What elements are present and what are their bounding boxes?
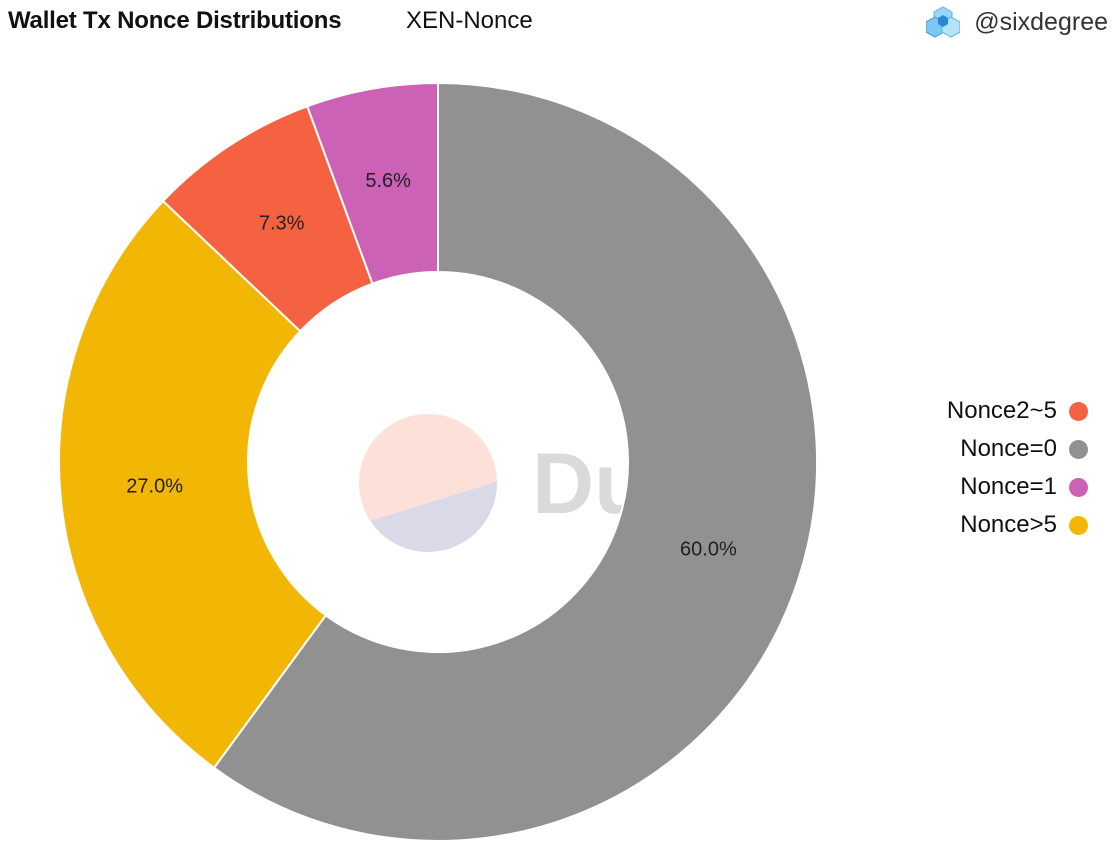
- legend-item[interactable]: Nonce2~5: [947, 392, 1088, 430]
- slice-label: 5.6%: [365, 170, 411, 192]
- dune-logo-bottom: [370, 481, 497, 553]
- slice-nonce-0[interactable]: [212, 81, 818, 842]
- chart-title: Wallet Tx Nonce Distributions: [8, 7, 342, 34]
- slice-labels: 60.0% 27.0% 7.3% 5.6%: [126, 170, 737, 561]
- legend-dot: [1069, 515, 1088, 535]
- legend-label: Nonce=0: [960, 435, 1057, 462]
- legend-label: Nonce=1: [960, 473, 1057, 500]
- slices: [58, 81, 818, 842]
- legend-item[interactable]: Nonce=1: [947, 468, 1088, 506]
- chart-subtitle: XEN-Nonce: [406, 7, 533, 34]
- legend-dot: [1069, 439, 1088, 459]
- slice-nonce-1[interactable]: [305, 81, 439, 285]
- attribution[interactable]: @sixdegree: [926, 4, 1108, 40]
- dune-logo-top: [359, 414, 497, 521]
- attribution-handle: @sixdegree: [974, 7, 1108, 36]
- legend-item[interactable]: Nonce>5: [947, 506, 1088, 544]
- slice-label: 27.0%: [126, 476, 183, 498]
- slice-nonce-5[interactable]: [58, 199, 328, 770]
- legend: Nonce2~5 Nonce=0 Nonce=1 Nonce>5: [947, 392, 1088, 544]
- cube-cluster-icon: [926, 6, 961, 38]
- slice-label: 60.0%: [680, 539, 737, 561]
- chart-header: Wallet Tx Nonce Distributions XEN-Nonce …: [8, 4, 1108, 40]
- legend-label: Nonce>5: [960, 511, 1057, 538]
- legend-dot: [1069, 477, 1088, 497]
- legend-label: Nonce2~5: [946, 397, 1057, 424]
- legend-dot: [1069, 401, 1088, 421]
- legend-item[interactable]: Nonce=0: [947, 430, 1088, 468]
- slice-label: 7.3%: [259, 213, 305, 235]
